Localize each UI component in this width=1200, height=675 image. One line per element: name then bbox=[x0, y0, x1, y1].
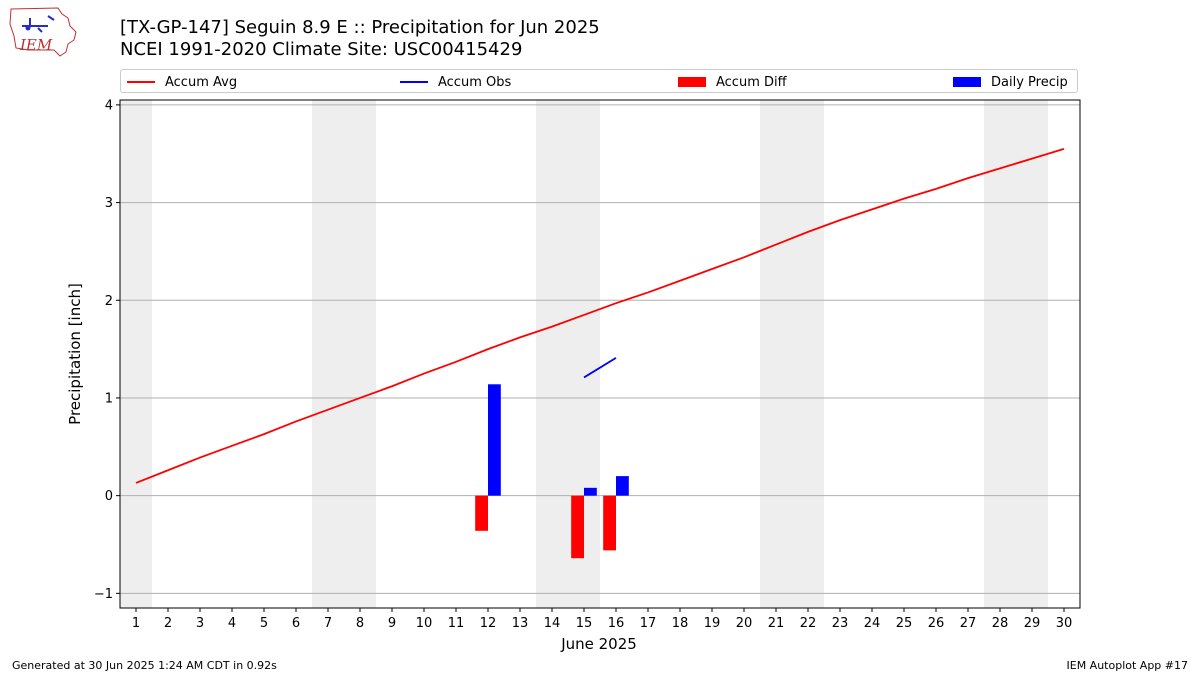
x-tick-label: 5 bbox=[260, 616, 268, 631]
x-tick-label: 14 bbox=[544, 616, 561, 631]
x-tick-label: 4 bbox=[228, 616, 236, 631]
x-tick-label: 8 bbox=[356, 616, 364, 631]
x-tick-label: 16 bbox=[608, 616, 625, 631]
x-tick-label: 29 bbox=[1024, 616, 1041, 631]
x-tick-label: 19 bbox=[704, 616, 721, 631]
x-tick-label: 22 bbox=[800, 616, 817, 631]
weekend-shade bbox=[760, 100, 824, 608]
accum-diff-bar bbox=[603, 495, 616, 551]
x-tick-label: 3 bbox=[196, 616, 204, 631]
daily-precip-bar bbox=[616, 476, 629, 496]
x-tick-label: 26 bbox=[928, 616, 945, 631]
y-tick-label: 4 bbox=[105, 98, 113, 113]
legend-swatch bbox=[400, 81, 428, 83]
daily-precip-bar bbox=[488, 384, 501, 496]
legend-swatch bbox=[127, 81, 155, 83]
daily-precip-bar bbox=[584, 487, 597, 496]
x-tick-label: 25 bbox=[896, 616, 913, 631]
y-tick-label: −1 bbox=[94, 587, 113, 602]
accum-avg-line bbox=[135, 147, 1065, 484]
x-tick-label: 23 bbox=[832, 616, 849, 631]
x-axis-ticks: 1 2 3 4 5 6 7 8 9 10 11 12 13 14 15 16 17 18 19 20 21 22 23 24 2… bbox=[132, 608, 1072, 631]
x-tick-label: 12 bbox=[480, 616, 497, 631]
legend-swatch bbox=[678, 77, 706, 87]
accum-diff-bar bbox=[475, 495, 488, 531]
x-tick-label: 28 bbox=[992, 616, 1009, 631]
x-tick-label: 27 bbox=[960, 616, 977, 631]
y-tick-label: 1 bbox=[105, 391, 113, 406]
legend-item-accum-diff: Accum Diff bbox=[678, 73, 787, 91]
chart-title: [TX-GP-147] Seguin 8.9 E :: Precipitatio… bbox=[120, 17, 600, 38]
weekend-shade bbox=[312, 100, 376, 608]
legend-label: Accum Diff bbox=[716, 74, 787, 90]
plot-frame bbox=[119, 99, 1081, 609]
x-tick-label: 24 bbox=[864, 616, 881, 631]
legend-item-accum-avg: Accum Avg bbox=[127, 73, 237, 91]
x-tick-label: 10 bbox=[416, 616, 433, 631]
x-tick-label: 6 bbox=[292, 616, 300, 631]
lines bbox=[135, 147, 1065, 484]
x-axis-label: June 2025 bbox=[560, 635, 637, 653]
weekend-shade bbox=[120, 100, 152, 608]
y-tick-label: 3 bbox=[105, 196, 113, 211]
logo-text: IEM bbox=[19, 36, 53, 54]
x-tick-label: 11 bbox=[448, 616, 465, 631]
x-tick-label: 1 bbox=[132, 616, 140, 631]
legend-label: Accum Obs bbox=[438, 74, 512, 90]
iem-logo: IEM bbox=[9, 7, 77, 57]
accum-obs-line bbox=[583, 357, 617, 379]
x-tick-label: 13 bbox=[512, 616, 529, 631]
y-tick-label: 0 bbox=[105, 489, 113, 504]
weekend-shading bbox=[120, 100, 1048, 608]
legend-swatch bbox=[953, 77, 981, 87]
x-tick-label: 9 bbox=[388, 616, 396, 631]
x-tick-label: 17 bbox=[640, 616, 657, 631]
y-tick-label: 2 bbox=[105, 294, 113, 309]
bars bbox=[475, 384, 629, 559]
x-tick-label: 20 bbox=[736, 616, 753, 631]
x-tick-label: 2 bbox=[164, 616, 172, 631]
grid-lines bbox=[120, 104, 1080, 594]
y-axis-ticks: −1 0 1 2 3 4 bbox=[94, 98, 120, 602]
weekend-shade bbox=[536, 100, 600, 608]
x-tick-label: 30 bbox=[1056, 616, 1073, 631]
y-axis-label: Precipitation [inch] bbox=[66, 283, 84, 425]
x-tick-label: 18 bbox=[672, 616, 689, 631]
chart-subtitle: NCEI 1991-2020 Climate Site: USC00415429 bbox=[120, 39, 523, 60]
accum-diff-bar bbox=[571, 495, 584, 559]
x-tick-label: 15 bbox=[576, 616, 593, 631]
footer-generated: Generated at 30 Jun 2025 1:24 AM CDT in … bbox=[12, 659, 277, 672]
x-tick-label: 7 bbox=[324, 616, 332, 631]
legend-label: Daily Precip bbox=[991, 74, 1068, 90]
legend-item-daily-precip: Daily Precip bbox=[953, 73, 1068, 91]
legend-label: Accum Avg bbox=[165, 74, 238, 90]
footer-app-id: IEM Autoplot App #17 bbox=[1066, 659, 1189, 672]
x-tick-label: 21 bbox=[768, 616, 785, 631]
legend: Accum Avg Accum Obs Accum Diff Daily Pre… bbox=[120, 69, 1078, 93]
legend-item-accum-obs: Accum Obs bbox=[400, 73, 511, 91]
weekend-shade bbox=[984, 100, 1048, 608]
